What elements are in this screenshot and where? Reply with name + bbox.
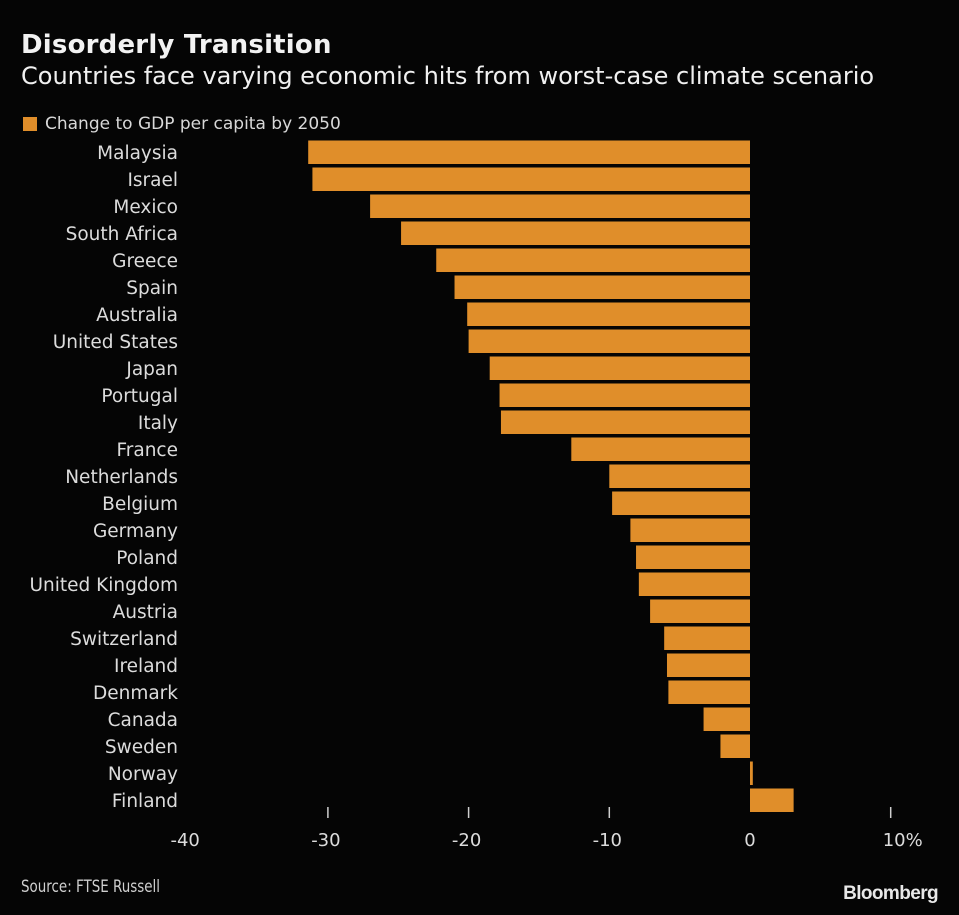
category-label: Belgium [102, 494, 178, 515]
bar-japan [489, 356, 750, 380]
x-tick-label: -20 [452, 830, 481, 851]
category-label: Israel [127, 170, 178, 191]
category-label: Greece [112, 251, 178, 272]
bar-norway [750, 761, 753, 785]
bar-south-africa [401, 221, 750, 245]
bar-spain [454, 275, 750, 299]
bar-poland [636, 545, 750, 569]
category-label: Spain [126, 278, 178, 299]
bar-austria [650, 599, 750, 623]
bar-switzerland [664, 626, 750, 650]
bar-canada [703, 707, 750, 731]
category-label: Germany [93, 521, 178, 542]
category-label: Australia [96, 305, 178, 326]
category-label: Japan [125, 359, 178, 380]
bar-malaysia [308, 140, 750, 164]
bar-belgium [612, 491, 750, 515]
bar-germany [630, 518, 750, 542]
source-note: Source: FTSE Russell [21, 877, 161, 897]
category-label: Finland [112, 791, 178, 812]
bar-france [571, 437, 750, 461]
legend-label: Change to GDP per capita by 2050 [45, 114, 341, 134]
legend-swatch [23, 117, 37, 131]
x-tick-label: -40 [170, 830, 199, 851]
x-tick-label: 0 [744, 830, 755, 851]
category-label: Austria [113, 602, 178, 623]
bar-denmark [668, 680, 750, 704]
bar-australia [467, 302, 750, 326]
chart-title: Disorderly Transition [21, 30, 332, 60]
legend: Change to GDP per capita by 2050 [23, 114, 341, 134]
category-label: Malaysia [97, 143, 178, 164]
bar-sweden [720, 734, 750, 758]
x-tick-label: -30 [311, 830, 340, 851]
chart-subtitle: Countries face varying economic hits fro… [21, 62, 875, 90]
category-label: Ireland [114, 656, 178, 677]
category-label: United States [53, 332, 178, 353]
bar-greece [436, 248, 750, 272]
x-tick-label: -10 [593, 830, 622, 851]
bar-finland [750, 788, 794, 812]
bar-united-kingdom [638, 572, 750, 596]
category-label: Norway [108, 764, 178, 785]
bar-mexico [370, 194, 750, 218]
bar-netherlands [609, 464, 750, 488]
bar-portugal [499, 383, 750, 407]
category-label: France [116, 440, 178, 461]
category-label: Mexico [113, 197, 178, 218]
bar-israel [312, 167, 750, 191]
category-label: Sweden [105, 737, 178, 758]
category-label: Portugal [101, 386, 178, 407]
bar-ireland [666, 653, 750, 677]
category-label: United Kingdom [30, 575, 179, 596]
bar-united-states [468, 329, 750, 353]
category-label: South Africa [66, 224, 178, 245]
category-label: Italy [138, 413, 178, 434]
category-label: Poland [116, 548, 178, 569]
category-label: Switzerland [70, 629, 178, 650]
x-tick-label: 10% [883, 830, 923, 851]
bloomberg-logo: Bloomberg [843, 883, 938, 904]
category-label: Canada [108, 710, 178, 731]
category-label: Netherlands [65, 467, 178, 488]
category-label: Denmark [93, 683, 178, 704]
bar-italy [500, 410, 750, 434]
